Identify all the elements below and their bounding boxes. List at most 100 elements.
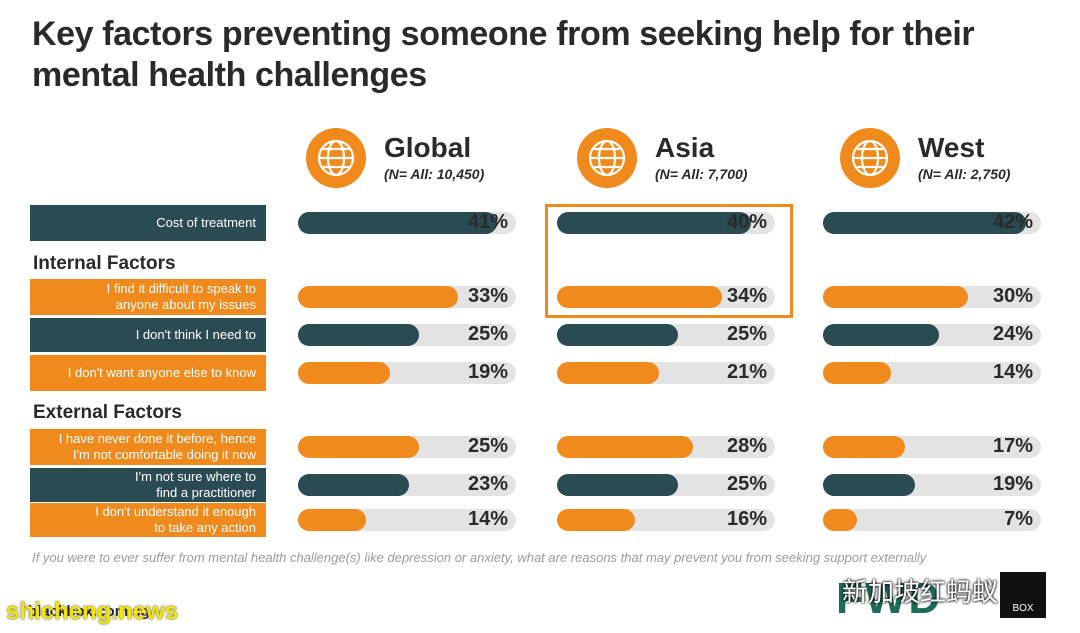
row-label-line: anyone about my issues (115, 297, 256, 312)
survey-question-footnote: If you were to ever suffer from mental h… (32, 550, 927, 565)
value-label: 23% (467, 473, 508, 495)
bar-track (557, 436, 775, 458)
bar-asia (557, 436, 693, 458)
value-label: 41% (467, 211, 508, 233)
row-label-line: to take any action (154, 520, 256, 535)
bar-west (823, 324, 940, 346)
fwd-logo: FWD (836, 574, 943, 623)
value-label: 25% (726, 323, 767, 345)
region-name: Global (384, 132, 472, 163)
section-internal-factors: Internal Factors (33, 253, 176, 274)
bar-global (298, 474, 410, 496)
value-label: 25% (467, 435, 508, 457)
region-name: West (918, 132, 985, 163)
bar-asia (557, 286, 722, 308)
bar-west (823, 436, 906, 458)
row-label-text: I have never done it before, hence I'm no… (59, 431, 256, 463)
value-label: 7% (1004, 508, 1033, 530)
row-label-line: I'm not comfortable doing it now (72, 447, 256, 462)
row-label-line: find a practitioner (156, 485, 256, 500)
bar-west (823, 212, 1027, 234)
row-label-text: I don't think I need to (136, 327, 256, 343)
row-label-line: I don't want anyone else to know (67, 365, 256, 380)
bar-track (823, 474, 1041, 496)
row-label-line: I'm not sure where to (135, 469, 256, 484)
section-external-factors: External Factors (33, 402, 182, 423)
chart-title: Key factors preventing someone from seek… (32, 15, 975, 94)
value-label: 28% (726, 435, 767, 457)
bar-track (823, 509, 1041, 531)
bar-track (298, 509, 516, 531)
row-label: I find it difficult to speak to anyone ab… (30, 279, 266, 315)
row-label: I have never done it before, hence I'm no… (30, 429, 266, 465)
region-sample-size: (N= All: 7,700) (655, 166, 748, 182)
source-text: blackbox.com.sg (28, 603, 150, 620)
region-name: Asia (655, 132, 715, 163)
bar-track (557, 509, 775, 531)
row-label-text: I find it difficult to speak to anyone ab… (107, 281, 256, 313)
bar-track (298, 362, 516, 384)
bar-global (298, 324, 420, 346)
bar-track (557, 212, 775, 234)
value-label: 42% (992, 211, 1033, 233)
row-label-text: I don't want anyone else to know (68, 365, 256, 381)
bar-asia (557, 362, 659, 384)
bar-global (298, 362, 391, 384)
value-label: 14% (992, 361, 1033, 383)
row-label: I don't think I need to (30, 318, 266, 352)
value-label: 19% (992, 473, 1033, 495)
row-label-text: Cost of treatment (156, 215, 256, 231)
row-label-line: I have never done it before, hence (58, 431, 256, 446)
bar-track (823, 286, 1041, 308)
bar-global (298, 286, 458, 308)
watermark-site: shicheng.news (6, 598, 179, 625)
row-label-line: I find it difficult to speak to (106, 281, 256, 296)
bar-asia (557, 324, 679, 346)
bar-track (823, 436, 1041, 458)
value-label: 21% (726, 361, 767, 383)
bar-track (557, 362, 775, 384)
value-label: 30% (992, 285, 1033, 307)
value-label: 33% (467, 285, 508, 307)
bar-track (823, 212, 1041, 234)
row-label: I'm not sure where to find a practitioner (30, 468, 266, 502)
value-label: 25% (726, 473, 767, 495)
row-label: I don't want anyone else to know (30, 355, 266, 391)
bar-asia (557, 212, 751, 234)
bar-track (557, 324, 775, 346)
bar-track (298, 474, 516, 496)
bar-track (557, 286, 775, 308)
row-label: Cost of treatment (30, 205, 266, 241)
region-sample-size: (N= All: 2,750) (918, 166, 1011, 182)
value-label: 40% (726, 211, 767, 233)
row-label: I don't understand it enough to take any … (30, 503, 266, 537)
value-label: 25% (467, 323, 508, 345)
row-label-text: I don't understand it enough to take any … (95, 504, 256, 536)
globe-icon (840, 128, 900, 188)
watermark-text: 新加坡红蚂蚁 (842, 577, 999, 607)
bar-global (298, 212, 497, 234)
bar-track (298, 436, 516, 458)
bar-global (298, 436, 420, 458)
bar-west (823, 509, 857, 531)
region-sample-size: (N= All: 10,450) (384, 166, 485, 182)
bar-track (298, 212, 516, 234)
value-label: 16% (726, 508, 767, 530)
bar-asia (557, 509, 635, 531)
bar-track (298, 324, 516, 346)
row-label-line: I don't think I need to (135, 327, 256, 342)
globe-icon (577, 128, 637, 188)
bar-track (557, 474, 775, 496)
value-label: 34% (726, 285, 767, 307)
row-label-line: Cost of treatment (156, 215, 256, 230)
bar-global (298, 509, 366, 531)
row-label-text: I'm not sure where to find a practitioner (135, 469, 256, 501)
bar-west (823, 474, 916, 496)
asia-highlight-box (545, 204, 793, 318)
value-label: 14% (467, 508, 508, 530)
value-label: 19% (467, 361, 508, 383)
bar-west (823, 362, 891, 384)
bar-track (823, 362, 1041, 384)
bar-track (823, 324, 1041, 346)
value-label: 17% (992, 435, 1033, 457)
